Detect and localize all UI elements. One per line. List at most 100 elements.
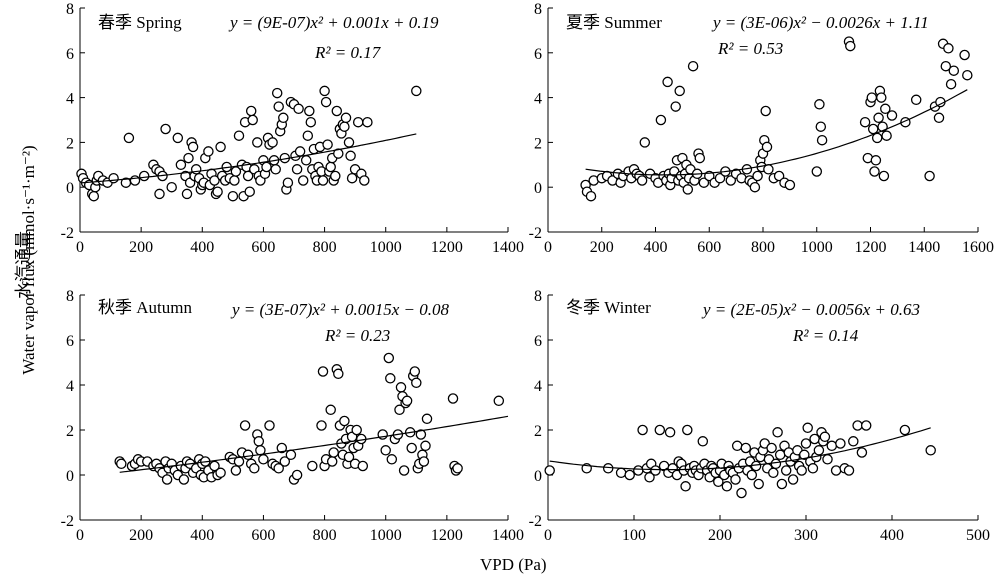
data-point: [910, 94, 922, 106]
y-tick-label: 4: [66, 91, 74, 108]
y-tick-label: 2: [534, 423, 542, 440]
panel-title: 春季 Spring: [98, 13, 182, 32]
data-point: [761, 141, 773, 153]
data-point: [305, 116, 317, 128]
fit-curve: [81, 133, 417, 184]
data-point: [261, 161, 272, 173]
data-point: [730, 474, 741, 485]
data-point: [940, 60, 952, 72]
r-squared: R² = 0.14: [792, 326, 859, 345]
data-point: [886, 110, 898, 121]
data-point: [160, 123, 171, 135]
x-tick-label: 1200: [431, 527, 463, 544]
data-point: [845, 40, 856, 52]
data-point: [304, 105, 315, 117]
data-point: [698, 177, 710, 188]
x-tick-label: 0: [544, 239, 552, 256]
data-point: [873, 112, 884, 124]
data-point: [639, 137, 651, 148]
data-point: [229, 175, 240, 186]
data-point: [787, 474, 799, 485]
x-tick-label: 800: [313, 239, 337, 256]
data-point: [178, 474, 190, 485]
data-point: [814, 99, 825, 110]
data-point: [386, 454, 398, 465]
x-tick-label: 200: [129, 527, 153, 544]
x-tick-label: 1000: [370, 239, 402, 256]
data-point: [420, 440, 431, 452]
data-point: [293, 103, 304, 115]
y-tick-label: -2: [529, 225, 542, 242]
data-point: [721, 481, 733, 492]
x-tick-label: 200: [129, 239, 153, 256]
data-point: [654, 424, 666, 436]
y-tick-label: 0: [534, 468, 542, 485]
data-point: [687, 60, 699, 72]
data-point: [307, 460, 318, 472]
y-tick-label: -2: [61, 225, 74, 242]
data-point: [406, 442, 417, 454]
data-point: [345, 150, 356, 162]
data-point: [320, 96, 332, 108]
x-tick-label: 300: [794, 527, 818, 544]
data-point: [772, 427, 783, 438]
data-point: [822, 454, 833, 465]
data-point: [418, 456, 430, 467]
data-point: [279, 456, 291, 467]
x-tick-label: 1200: [431, 239, 463, 256]
data-point: [924, 170, 935, 182]
fit-equation: y = (3E-06)x² − 0.0026x + 1.11: [711, 13, 929, 32]
y-tick-label: 6: [534, 333, 542, 350]
data-point: [948, 65, 960, 76]
data-point: [161, 474, 173, 485]
data-point: [585, 190, 597, 202]
data-point: [680, 481, 691, 492]
data-point: [357, 460, 369, 472]
y-tick-label: -2: [61, 513, 74, 530]
y-tick-label: -2: [529, 513, 542, 530]
data-point: [694, 152, 706, 164]
data-point: [736, 487, 747, 499]
data-point: [227, 190, 239, 202]
data-point: [945, 78, 957, 90]
fit-curve: [119, 415, 509, 473]
panel-title: 冬季 Winter: [566, 298, 651, 317]
data-point: [878, 170, 890, 182]
data-point: [807, 463, 819, 474]
x-tick-label: 0: [544, 527, 552, 544]
data-point: [252, 137, 263, 148]
data-point: [88, 190, 100, 202]
data-point: [247, 114, 258, 126]
x-tick-label: 500: [966, 527, 990, 544]
data-point: [753, 478, 764, 490]
y-tick-label: 8: [534, 288, 542, 305]
panel-title: 夏季 Summer: [566, 13, 662, 32]
x-tick-label: 1400: [492, 239, 524, 256]
data-point: [215, 467, 226, 479]
data-point: [230, 465, 242, 476]
data-point: [644, 472, 655, 483]
data-point: [190, 164, 202, 175]
data-point: [264, 420, 275, 431]
x-tick-label: 1600: [962, 239, 994, 256]
data-point: [784, 179, 796, 191]
data-point: [270, 164, 281, 175]
data-point: [411, 377, 422, 389]
data-point: [650, 465, 661, 476]
y-tick-label: 2: [66, 423, 74, 440]
x-tick-label: 1400: [908, 239, 940, 256]
data-point: [362, 116, 373, 128]
data-point: [343, 451, 355, 463]
x-tick-label: 1000: [801, 239, 833, 256]
data-point: [267, 137, 278, 148]
data-point: [899, 424, 911, 436]
data-point: [750, 460, 762, 472]
x-tick-label: 0: [76, 527, 84, 544]
data-point: [624, 469, 635, 481]
data-point: [636, 175, 648, 186]
data-point: [796, 465, 807, 476]
data-point: [154, 188, 165, 200]
data-point: [848, 436, 859, 447]
